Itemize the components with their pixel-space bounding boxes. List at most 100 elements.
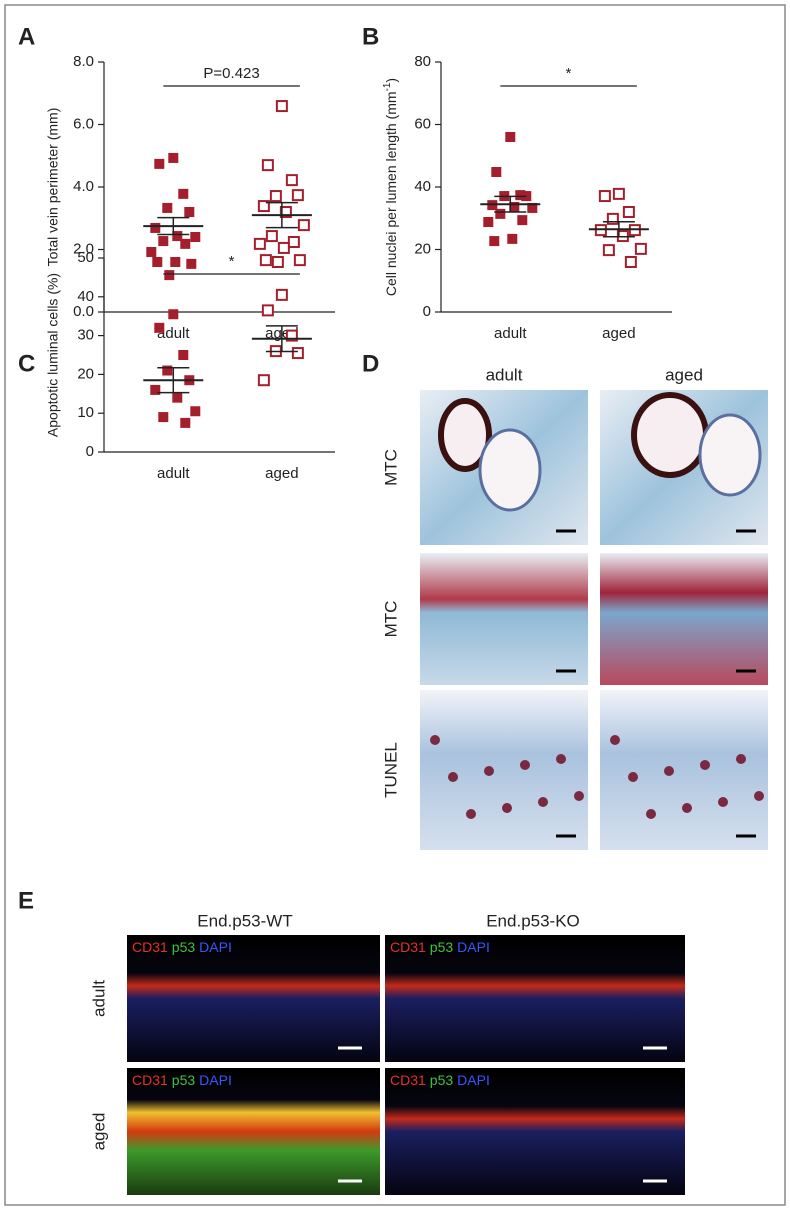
vein-lumen	[478, 428, 542, 512]
panel-letter: A	[18, 23, 35, 50]
stain-name: p53	[172, 939, 196, 955]
column-title: aged	[665, 365, 703, 384]
y-tick-label: 40	[414, 178, 431, 195]
data-point	[168, 309, 179, 320]
x-tick-label: adult	[157, 325, 190, 342]
nucleus	[646, 809, 656, 819]
stain-name: DAPI	[457, 1072, 490, 1088]
y-tick-label: 8.0	[73, 53, 94, 70]
nucleus	[556, 754, 566, 764]
stain-name: p53	[430, 939, 454, 955]
row-label: adult	[89, 980, 108, 1017]
y-tick-label: 6.0	[73, 115, 94, 132]
stain-legend: CD31 p53 DAPI	[132, 1072, 232, 1088]
micrograph	[600, 690, 768, 850]
y-tick-label: 30	[77, 327, 94, 344]
nucleus	[718, 797, 728, 807]
y-tick-label: 0	[423, 303, 431, 320]
data-point	[275, 288, 288, 301]
x-tick-label: adult	[494, 325, 527, 342]
stain-legend: CD31 p53 DAPI	[390, 939, 490, 955]
data-point	[164, 270, 175, 281]
stain-name: CD31	[390, 939, 426, 955]
row-label: MTC	[381, 601, 400, 638]
nucleus	[520, 760, 530, 770]
data-point	[172, 392, 183, 403]
data-point	[253, 237, 266, 250]
nucleus	[664, 766, 674, 776]
frame	[4, 4, 786, 1206]
data-point	[277, 241, 290, 254]
fluorescence-image	[385, 935, 685, 1062]
y-tick-label: 60	[414, 115, 431, 132]
data-point	[154, 322, 165, 333]
data-point	[297, 219, 310, 232]
data-point	[517, 215, 528, 226]
nucleus	[502, 803, 512, 813]
data-point	[291, 189, 304, 202]
micrograph	[420, 553, 588, 685]
data-point	[168, 152, 179, 163]
data-point	[178, 350, 189, 360]
panel-letter: E	[18, 887, 34, 914]
data-point	[180, 238, 191, 249]
data-point	[622, 206, 635, 218]
significance-label: P=0.423	[203, 65, 259, 82]
vessel	[438, 398, 492, 472]
data-point	[515, 190, 526, 201]
row-label: MTC	[381, 449, 400, 486]
data-point	[152, 257, 163, 267]
significance-label: *	[229, 253, 235, 270]
data-point	[269, 190, 282, 203]
y-tick-label: 4.0	[73, 178, 94, 195]
data-point	[259, 254, 272, 267]
column-title: End.p53-KO	[486, 911, 580, 930]
data-point	[257, 374, 270, 387]
nucleus	[466, 809, 476, 819]
data-point	[624, 256, 637, 268]
column-title: End.p53-WT	[197, 911, 292, 930]
data-point	[180, 417, 191, 428]
nucleus	[448, 772, 458, 782]
nucleus	[610, 735, 620, 745]
data-point	[172, 231, 183, 242]
data-point	[170, 257, 181, 267]
data-point	[507, 233, 518, 244]
stain-legend: CD31 p53 DAPI	[132, 939, 232, 955]
panel-letter: D	[362, 350, 379, 377]
data-point	[271, 256, 284, 268]
data-point	[598, 190, 611, 203]
nucleus	[484, 766, 494, 776]
data-point	[489, 236, 500, 247]
y-axis-label-end: )	[383, 78, 399, 83]
stain-name: DAPI	[457, 939, 490, 955]
data-point	[634, 242, 647, 255]
y-axis-label-sup: -1	[382, 82, 393, 91]
y-axis-label-text: Cell nuclei per lumen length (mm	[383, 91, 399, 296]
nucleus	[628, 772, 638, 782]
y-tick-label: 80	[414, 53, 431, 70]
data-point	[158, 412, 169, 423]
data-point	[505, 132, 516, 142]
data-point	[186, 258, 197, 269]
stain-legend: CD31 p53 DAPI	[390, 1072, 490, 1088]
data-point	[275, 100, 288, 113]
row-label: aged	[89, 1113, 108, 1151]
data-point	[162, 365, 173, 376]
nucleus	[736, 754, 746, 764]
y-tick-label: 40	[77, 288, 94, 305]
micrograph	[600, 553, 768, 685]
data-point	[261, 159, 274, 172]
stain-name: p53	[172, 1072, 196, 1088]
y-tick-label: 20	[77, 365, 94, 382]
significance-label: *	[566, 65, 572, 82]
data-point	[509, 202, 520, 212]
fluorescence-image	[127, 1068, 380, 1195]
nucleus	[430, 735, 440, 745]
data-point	[257, 200, 270, 213]
vessel	[631, 392, 709, 478]
data-point	[483, 217, 494, 227]
y-tick-label: 20	[414, 240, 431, 257]
data-point	[279, 206, 292, 218]
